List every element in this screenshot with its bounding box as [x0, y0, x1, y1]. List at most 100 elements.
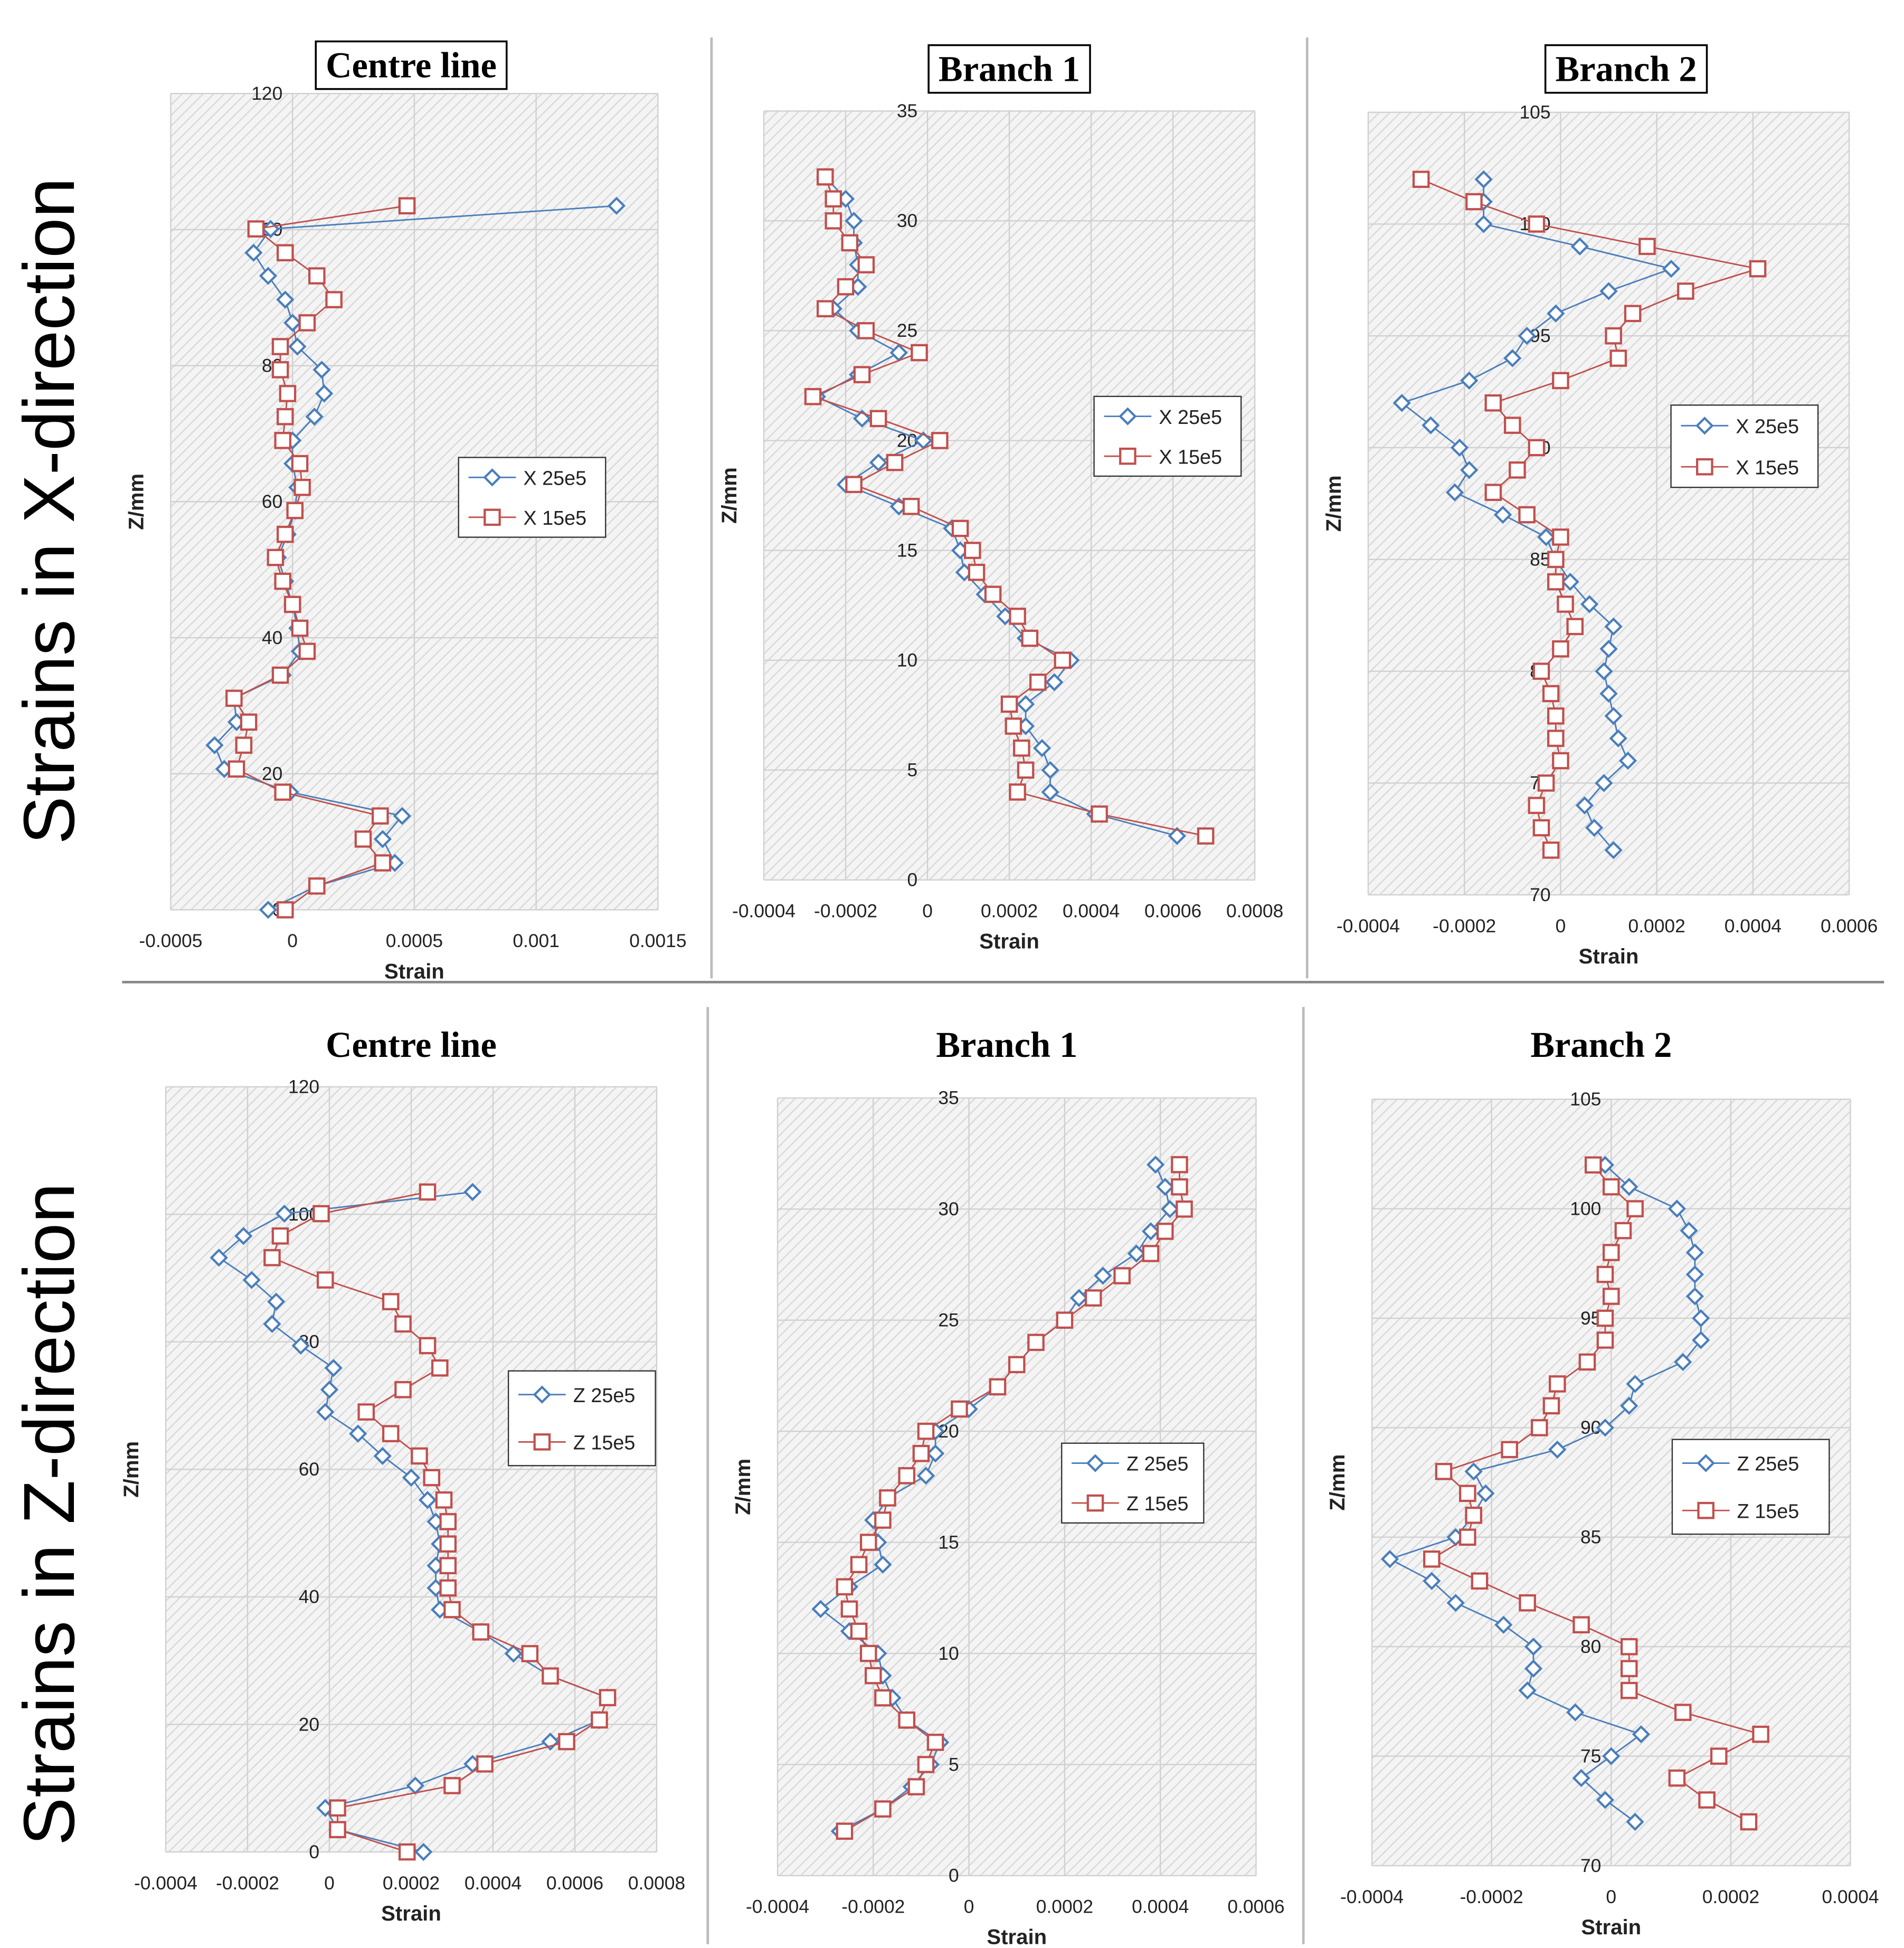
- data-point: [1547, 707, 1565, 725]
- data-point: [1161, 1200, 1179, 1218]
- data-point: [558, 1733, 575, 1751]
- data-point: [259, 901, 278, 919]
- data-point: [1156, 1178, 1174, 1196]
- x-tick-label: 0: [287, 930, 298, 951]
- data-point: [1142, 1245, 1160, 1262]
- x-tick-label: 0.0002: [1628, 915, 1685, 937]
- data-point: [263, 1315, 281, 1334]
- x-tick-label: -0.0002: [216, 1873, 279, 1894]
- data-point: [1547, 551, 1565, 569]
- data-point: [521, 1645, 539, 1662]
- data-point: [329, 1821, 346, 1839]
- x-tick-label: 0.0002: [383, 1873, 440, 1894]
- data-point: [1609, 729, 1627, 748]
- data-point: [825, 212, 842, 230]
- data-point: [394, 1381, 412, 1398]
- x-axis-label: Strain: [987, 1925, 1047, 1948]
- data-point: [1692, 1309, 1710, 1328]
- y-tick-label: 70: [1530, 884, 1550, 905]
- data-point: [267, 1292, 286, 1311]
- y-tick-label: 10: [897, 649, 917, 670]
- data-point: [1599, 640, 1618, 658]
- data-point: [271, 666, 289, 684]
- legend-marker: [533, 1433, 551, 1451]
- data-point: [1638, 238, 1656, 256]
- legend-label: X 25e5: [523, 467, 586, 489]
- data-point: [439, 1579, 457, 1597]
- data-point: [419, 1337, 437, 1355]
- data-point: [1602, 1244, 1620, 1261]
- data-point: [1596, 1331, 1614, 1349]
- data-point: [283, 595, 301, 613]
- y-tick-label: 20: [299, 1714, 319, 1735]
- data-point: [1091, 805, 1108, 823]
- data-point: [329, 1799, 346, 1817]
- data-point: [1698, 1791, 1716, 1809]
- data-point: [1494, 1615, 1513, 1634]
- x-axis-label: Strain: [381, 1902, 441, 1925]
- data-point: [1552, 640, 1569, 658]
- data-point: [225, 689, 243, 707]
- data-point: [859, 1644, 877, 1662]
- data-point: [1460, 461, 1479, 479]
- data-point: [439, 1513, 457, 1530]
- data-point: [1029, 673, 1047, 691]
- legend-box: [1670, 404, 1819, 488]
- data-point: [1626, 1375, 1644, 1393]
- data-point: [857, 256, 875, 273]
- data-point: [902, 498, 920, 515]
- data-point: [1542, 841, 1560, 859]
- title-frame: [1544, 44, 1708, 94]
- data-point: [423, 1469, 441, 1487]
- x-tick-label: 0: [324, 1873, 335, 1894]
- data-point: [874, 1511, 892, 1529]
- data-point: [1069, 1289, 1088, 1307]
- data-point: [1528, 439, 1546, 457]
- data-point: [398, 197, 416, 215]
- data-point: [1171, 1156, 1188, 1174]
- row-label: Strains in X-direction: [9, 177, 90, 844]
- data-point: [1009, 608, 1026, 625]
- data-point: [1596, 1265, 1614, 1283]
- data-point: [1668, 1199, 1687, 1218]
- data-point: [374, 854, 392, 872]
- legend-box: [1093, 395, 1242, 477]
- data-point: [291, 455, 309, 472]
- data-point: [411, 1447, 428, 1465]
- data-point: [599, 1689, 617, 1707]
- data-point: [1008, 1356, 1026, 1374]
- data-point: [1113, 1267, 1131, 1284]
- data-point: [1094, 1266, 1112, 1285]
- data-point: [836, 1578, 854, 1596]
- data-point: [244, 243, 263, 262]
- data-point: [394, 1315, 412, 1333]
- data-point: [414, 1842, 433, 1861]
- data-point: [1459, 1528, 1476, 1546]
- data-point: [259, 267, 278, 285]
- legend-marker: [483, 468, 501, 487]
- data-point: [1503, 349, 1522, 367]
- y-tick-label: 105: [1519, 101, 1550, 122]
- data-point: [312, 1205, 330, 1223]
- y-tick-label: 0: [309, 1841, 319, 1862]
- data-point: [298, 314, 316, 332]
- data-point: [1171, 1178, 1188, 1196]
- data-point: [316, 1403, 335, 1421]
- chart-title: Branch 2: [1530, 1025, 1672, 1065]
- legend-marker: [1697, 1454, 1715, 1472]
- x-tick-label: -0.0002: [841, 1896, 905, 1917]
- x-tick-label: 0.0004: [1132, 1896, 1189, 1917]
- x-tick-label: -0.0002: [1433, 915, 1496, 937]
- data-point: [1393, 394, 1411, 412]
- x-axis-label: Strain: [979, 930, 1039, 953]
- data-point: [1537, 528, 1556, 546]
- data-point: [1474, 170, 1493, 188]
- y-tick-label: 5: [949, 1754, 959, 1775]
- data-point: [850, 1556, 868, 1573]
- y-tick-label: 105: [1570, 1089, 1601, 1110]
- data-point: [398, 1843, 416, 1861]
- x-axis-label: Strain: [1581, 1915, 1641, 1939]
- data-point: [1604, 707, 1623, 725]
- data-point: [1566, 618, 1584, 636]
- data-point: [1412, 171, 1430, 188]
